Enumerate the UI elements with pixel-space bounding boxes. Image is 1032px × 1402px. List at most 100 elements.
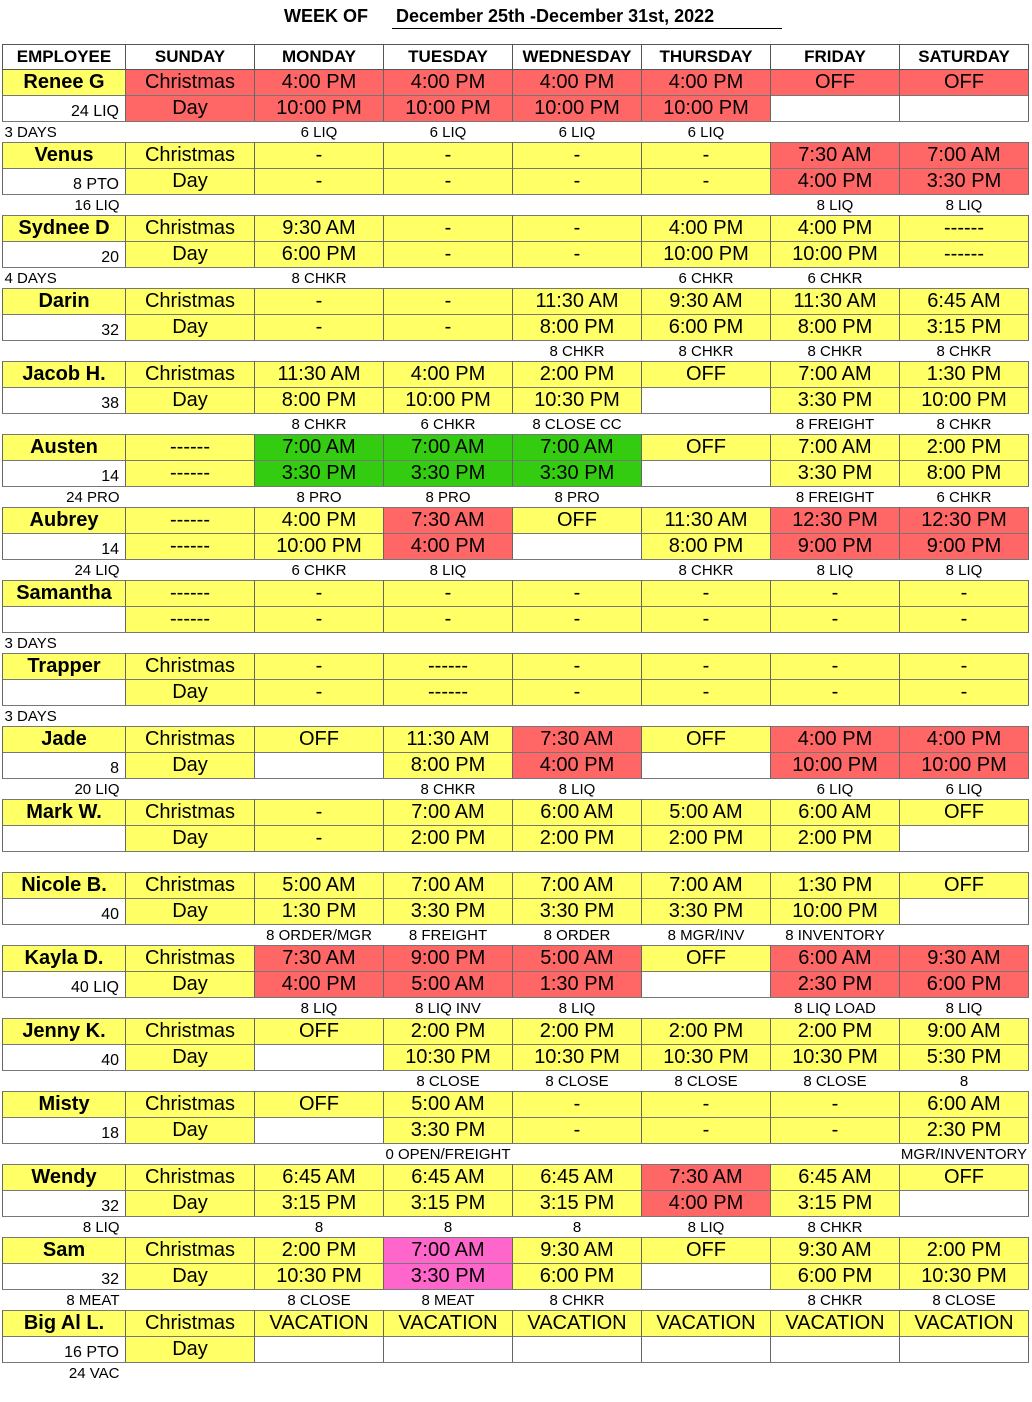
shift-end[interactable]: 3:15 PM bbox=[512, 1190, 642, 1217]
shift-start[interactable]: 2:00 PM bbox=[512, 361, 642, 388]
shift-end[interactable] bbox=[641, 1336, 771, 1363]
shift-start[interactable]: - bbox=[383, 142, 513, 169]
shift-end[interactable]: - bbox=[383, 241, 513, 268]
shift-end[interactable]: 10:00 PM bbox=[254, 95, 384, 122]
shift-end[interactable]: - bbox=[512, 241, 642, 268]
shift-start[interactable]: 4:00 PM bbox=[899, 726, 1029, 753]
shift-start[interactable]: 4:00 PM bbox=[383, 361, 513, 388]
shift-end[interactable]: 6:00 PM bbox=[641, 314, 771, 341]
shift-start[interactable]: - bbox=[641, 580, 771, 607]
shift-start[interactable]: 7:00 AM bbox=[899, 142, 1029, 169]
shift-start[interactable]: 7:00 AM bbox=[383, 872, 513, 899]
shift-end[interactable]: 10:00 PM bbox=[383, 387, 513, 414]
shift-end[interactable]: - bbox=[770, 1117, 900, 1144]
shift-start[interactable]: - bbox=[383, 215, 513, 242]
shift-end[interactable] bbox=[254, 752, 384, 779]
shift-start[interactable]: 4:00 PM bbox=[254, 69, 384, 96]
shift-start[interactable]: 2:00 PM bbox=[899, 434, 1029, 461]
shift-end[interactable]: Day bbox=[125, 1190, 255, 1217]
shift-end[interactable]: - bbox=[641, 1117, 771, 1144]
shift-end[interactable]: 10:30 PM bbox=[899, 1263, 1029, 1290]
shift-end[interactable]: 5:30 PM bbox=[899, 1044, 1029, 1071]
shift-end[interactable]: - bbox=[254, 314, 384, 341]
shift-start[interactable]: 7:30 AM bbox=[512, 726, 642, 753]
shift-start[interactable]: - bbox=[770, 1091, 900, 1118]
shift-start[interactable]: 5:00 AM bbox=[512, 945, 642, 972]
shift-start[interactable]: VACATION bbox=[641, 1310, 771, 1337]
shift-start[interactable]: - bbox=[770, 580, 900, 607]
shift-end[interactable]: 9:00 PM bbox=[770, 533, 900, 560]
shift-start[interactable]: - bbox=[641, 1091, 771, 1118]
shift-end[interactable]: - bbox=[512, 1117, 642, 1144]
shift-start[interactable]: OFF bbox=[899, 872, 1029, 899]
shift-end[interactable] bbox=[641, 387, 771, 414]
shift-end[interactable]: 5:00 AM bbox=[383, 971, 513, 998]
shift-end[interactable] bbox=[899, 898, 1029, 925]
shift-start[interactable]: - bbox=[512, 653, 642, 680]
shift-end[interactable] bbox=[254, 1336, 384, 1363]
shift-start[interactable]: 7:00 AM bbox=[512, 434, 642, 461]
shift-end[interactable]: - bbox=[641, 606, 771, 633]
shift-end[interactable]: ------ bbox=[899, 241, 1029, 268]
shift-start[interactable]: - bbox=[641, 653, 771, 680]
shift-end[interactable]: 3:15 PM bbox=[899, 314, 1029, 341]
shift-start[interactable]: 4:00 PM bbox=[254, 507, 384, 534]
shift-end[interactable]: 10:00 PM bbox=[641, 95, 771, 122]
shift-start[interactable]: 7:00 AM bbox=[383, 434, 513, 461]
shift-start[interactable]: 6:45 AM bbox=[383, 1164, 513, 1191]
shift-start[interactable]: 12:30 PM bbox=[770, 507, 900, 534]
shift-start[interactable]: 7:00 AM bbox=[641, 872, 771, 899]
shift-end[interactable]: 2:30 PM bbox=[770, 971, 900, 998]
shift-end[interactable]: - bbox=[254, 679, 384, 706]
shift-end[interactable] bbox=[254, 1117, 384, 1144]
shift-end[interactable]: - bbox=[641, 168, 771, 195]
shift-end[interactable]: Day bbox=[125, 1044, 255, 1071]
shift-end[interactable]: Day bbox=[125, 1336, 255, 1363]
shift-end[interactable]: 8:00 PM bbox=[254, 387, 384, 414]
shift-end[interactable]: Day bbox=[125, 1263, 255, 1290]
shift-end[interactable]: - bbox=[254, 168, 384, 195]
shift-end[interactable]: - bbox=[770, 606, 900, 633]
shift-start[interactable]: 9:30 AM bbox=[254, 215, 384, 242]
shift-end[interactable]: 6:00 PM bbox=[770, 1263, 900, 1290]
shift-start[interactable]: Christmas bbox=[125, 142, 255, 169]
shift-start[interactable]: 2:00 PM bbox=[512, 1018, 642, 1045]
shift-end[interactable]: 4:00 PM bbox=[512, 752, 642, 779]
shift-end[interactable]: 3:15 PM bbox=[383, 1190, 513, 1217]
shift-start[interactable]: Christmas bbox=[125, 69, 255, 96]
shift-end[interactable]: 3:30 PM bbox=[512, 460, 642, 487]
shift-end[interactable]: 3:30 PM bbox=[383, 1263, 513, 1290]
shift-start[interactable]: - bbox=[899, 580, 1029, 607]
shift-start[interactable]: 6:00 AM bbox=[512, 799, 642, 826]
shift-end[interactable]: 4:00 PM bbox=[641, 1190, 771, 1217]
shift-start[interactable]: ------ bbox=[125, 434, 255, 461]
shift-end[interactable]: Day bbox=[125, 825, 255, 852]
shift-end[interactable]: - bbox=[770, 679, 900, 706]
shift-end[interactable]: 2:00 PM bbox=[770, 825, 900, 852]
shift-start[interactable]: OFF bbox=[254, 1091, 384, 1118]
shift-end[interactable]: - bbox=[641, 679, 771, 706]
shift-start[interactable]: OFF bbox=[254, 1018, 384, 1045]
shift-end[interactable]: 3:30 PM bbox=[383, 460, 513, 487]
shift-end[interactable]: - bbox=[512, 168, 642, 195]
shift-end[interactable]: Day bbox=[125, 168, 255, 195]
shift-start[interactable]: OFF bbox=[641, 1237, 771, 1264]
shift-end[interactable] bbox=[254, 1044, 384, 1071]
shift-end[interactable]: Day bbox=[125, 679, 255, 706]
shift-start[interactable]: 5:00 AM bbox=[641, 799, 771, 826]
shift-start[interactable]: 7:30 AM bbox=[254, 945, 384, 972]
shift-start[interactable]: 5:00 AM bbox=[383, 1091, 513, 1118]
shift-end[interactable]: 2:00 PM bbox=[512, 825, 642, 852]
shift-start[interactable]: 4:00 PM bbox=[770, 215, 900, 242]
shift-start[interactable]: OFF bbox=[512, 507, 642, 534]
shift-end[interactable]: 10:00 PM bbox=[383, 95, 513, 122]
shift-start[interactable]: 7:00 AM bbox=[770, 434, 900, 461]
shift-end[interactable]: - bbox=[383, 168, 513, 195]
shift-start[interactable]: - bbox=[770, 653, 900, 680]
shift-end[interactable]: 9:00 PM bbox=[899, 533, 1029, 560]
shift-end[interactable]: ------ bbox=[125, 533, 255, 560]
shift-end[interactable]: 10:00 PM bbox=[254, 533, 384, 560]
shift-start[interactable]: Christmas bbox=[125, 1310, 255, 1337]
shift-end[interactable]: 10:30 PM bbox=[512, 387, 642, 414]
shift-end[interactable]: 3:30 PM bbox=[899, 168, 1029, 195]
